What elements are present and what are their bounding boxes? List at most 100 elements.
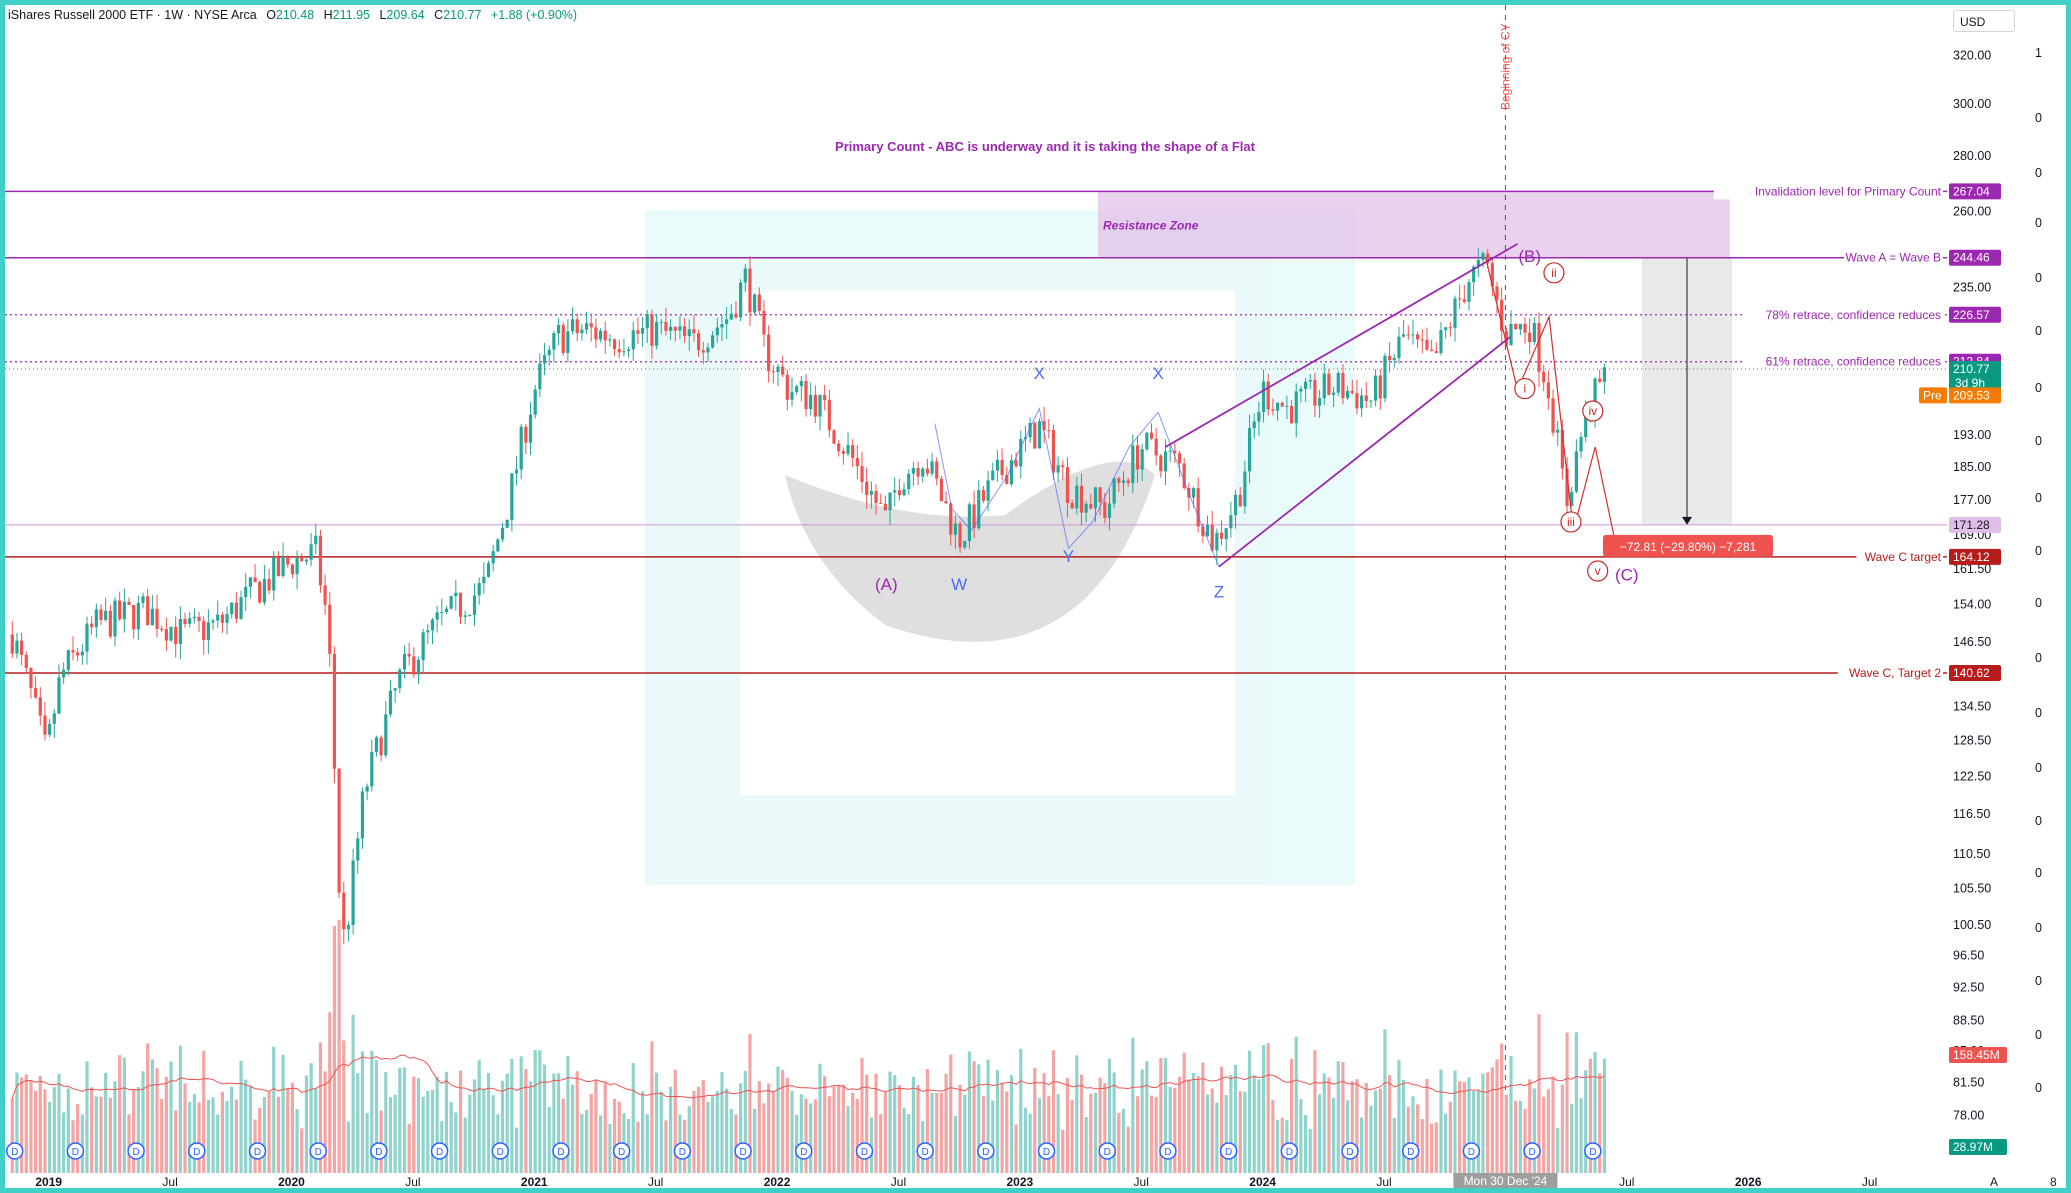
volume-bar [1430,1123,1434,1173]
channel-lower [1218,336,1511,568]
dividend-circle [370,1142,388,1160]
candle-body [477,583,481,596]
zero-tick: 0 [2035,921,2042,935]
dividend-marker: D [188,1142,206,1160]
candle-body [1051,430,1056,473]
volume-bar [1425,1078,1429,1173]
candle-body [1486,253,1490,264]
volume-bar [122,1057,126,1173]
candle-body [1523,323,1527,333]
volume-bar [370,1050,374,1173]
volume-bar [62,1112,66,1173]
volume-bar [164,1076,168,1173]
volume-bar [528,1081,533,1173]
candle-body [94,609,98,628]
dividend-letter: D [1468,1147,1475,1158]
axis-level-tag-bg [1949,548,2001,565]
volume-tag-text: 158.45M [1953,1048,2000,1062]
candle-body [977,490,981,529]
volume-bar [1350,1081,1354,1173]
candle-body [1037,421,1042,449]
dividend-marker: D [916,1142,934,1160]
volume-bar [1210,1088,1214,1173]
zero-tick: 0 [2035,324,2042,338]
candle-body [823,394,827,401]
candle-body [360,791,365,839]
candle-body [1005,474,1009,485]
volume-bar [1037,1098,1042,1173]
currency-selector[interactable]: USD [1953,10,2015,32]
axis-level-tag-bg [1949,183,2001,200]
low-label: L [379,8,387,22]
circled-wave-label-0: ii [1543,262,1565,284]
price-tick-label: 154.00 [1953,598,1991,612]
candle-body [1159,455,1163,472]
cursor-date-tag: Mon 30 Dec '24 [1453,1173,1558,1188]
volume-bar [234,1099,238,1173]
candle-body [1322,373,1326,399]
volume-bar [697,1086,701,1173]
volume-bar [1584,1070,1588,1173]
candle-body [697,333,701,351]
volume-bar [332,926,337,1173]
candle-body [1584,404,1588,438]
volume-bar [1556,1127,1560,1173]
volume-bar [29,1080,33,1173]
volume-bar [781,1069,785,1173]
dividend-letter: D [436,1147,443,1158]
volume-bar [776,1066,780,1173]
volume-bar [1191,1073,1196,1173]
volume-bar [1593,1051,1597,1173]
candle-body [734,313,738,318]
candle-body [1210,525,1214,551]
volume-bar [566,1056,570,1173]
candle-body [687,329,691,337]
volume-bar [1588,1058,1592,1173]
candle-body [146,596,150,626]
candle-body [1145,432,1149,450]
candle-body [1532,323,1536,343]
candle-body [407,653,411,657]
dividend-circle [188,1142,206,1160]
candle-body [921,468,925,477]
candle-body [748,268,752,313]
volume-bar [309,1063,313,1173]
level-line-label: 61% retrace, confidence reduces [1766,355,1941,369]
candle-body [80,651,84,656]
price-chart[interactable]: Resistance Zone Invalidation level for Pr… [5,5,2066,1188]
candle-body [1514,323,1518,330]
price-tick-label: 122.50 [1953,770,1991,784]
candle-body [631,330,635,350]
volume-bar [463,1117,467,1173]
price-tick-label: 146.50 [1953,635,1991,649]
volume-bar [533,1050,537,1173]
candle-body [967,504,972,542]
volume-bar [1014,1124,1018,1173]
dividend-marker: D [491,1142,510,1160]
volume-bar [449,1102,453,1173]
time-tick-label: 2024 [1249,1175,1276,1188]
volume-bar [1023,1107,1028,1173]
price-tag-bg [1949,516,2001,533]
level-line-label: Wave C, Target 2 [1849,666,1941,680]
volume-bar [519,1056,523,1173]
candle-body [1490,263,1494,287]
volume-bar [1075,1055,1079,1173]
volume-bar [1117,1113,1121,1173]
volume-bar [402,1067,407,1173]
candle-body [1350,390,1354,394]
dividend-circle [1523,1142,1541,1160]
volume-bar [1388,1075,1392,1173]
candle-body [304,559,309,562]
candle-body [1149,432,1154,439]
volume-bar [1565,1032,1569,1173]
wave-label-2: X [1034,364,1045,383]
volume-bar [281,1054,285,1173]
volume-bar [1383,1029,1387,1173]
volume-tag-bg [1949,1047,2007,1063]
volume-bar [1000,1082,1004,1173]
measure-label: −72.81 (−29.80%) −7,281 [1603,534,1773,557]
candle-body [1313,380,1317,406]
candle-body [790,392,794,400]
volume-bar [659,1091,663,1173]
